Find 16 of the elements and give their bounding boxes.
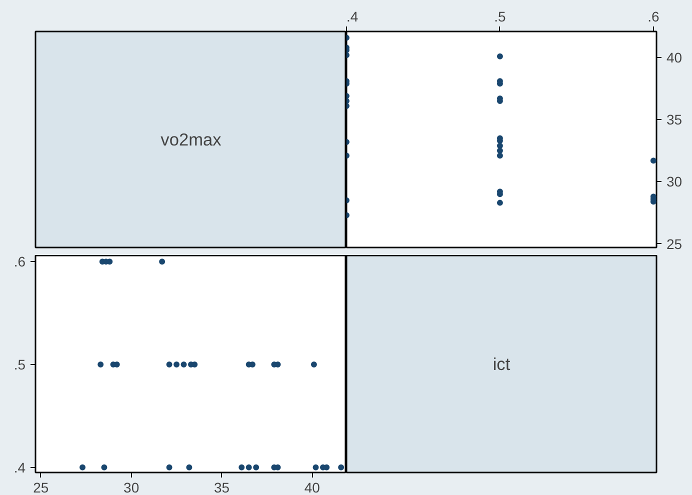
- y-tick-label: 25: [666, 236, 682, 252]
- text: vo2max: [160, 130, 222, 150]
- x-tick-label: .4: [346, 8, 358, 24]
- y-tick-label: 35: [666, 112, 682, 128]
- y-tick-label: 30: [666, 174, 682, 190]
- text: ict: [492, 354, 510, 374]
- y-tick-label: .6: [14, 254, 26, 270]
- y-tick-label: 40: [666, 50, 682, 66]
- x-tick-label: 40: [304, 480, 320, 495]
- x-tick-label: 35: [214, 480, 230, 495]
- x-tick-label: 25: [33, 480, 49, 495]
- y-tick-label: .4: [14, 459, 26, 476]
- x-tick-label: .5: [494, 8, 506, 24]
- y-tick-label: .5: [14, 356, 26, 373]
- x-tick-label: 30: [124, 480, 140, 495]
- x-tick-label: .6: [648, 8, 660, 24]
